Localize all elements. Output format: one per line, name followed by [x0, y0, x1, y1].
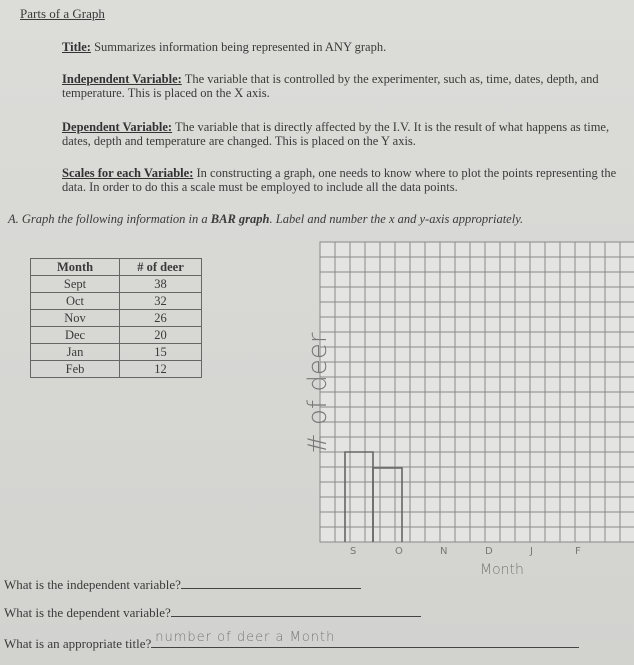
handwritten-x-tick: D [485, 546, 493, 557]
table-cell: 26 [119, 309, 202, 327]
definition-text: Summarizes information being represented… [94, 40, 387, 54]
question-text: What is the dependent variable? [4, 605, 171, 620]
question: What is an appropriate title? number of d… [4, 630, 580, 652]
handwritten-x-tick: J [529, 546, 533, 557]
handwritten-x-label: Month [480, 562, 524, 578]
question-text: What is an appropriate title? [4, 636, 152, 651]
definition-text: In constructing a graph, one needs to kn… [62, 166, 617, 194]
page-title: Parts of a Graph [20, 6, 105, 21]
question-text: What is the independent variable? [4, 577, 181, 592]
instruction-emphasis: BAR graph [210, 212, 270, 226]
question: What is the independent variable? [4, 577, 361, 593]
question: What is the dependent variable? [4, 605, 421, 621]
answer-line [180, 588, 361, 589]
definition: Independent Variable: The variable that … [62, 72, 622, 100]
term: Title: [62, 40, 91, 54]
handwritten-x-tick: S [350, 546, 356, 557]
instruction-text: A. Graph the following information in a [8, 212, 211, 226]
table-cell: Jan [30, 343, 120, 361]
table-cell: 15 [119, 343, 202, 361]
term: Dependent Variable: [62, 120, 173, 134]
answer-line [170, 616, 421, 617]
definition: Title: Summarizes information being repr… [62, 40, 622, 54]
table-row: Dec 20 [30, 326, 202, 344]
table-row: Nov 26 [30, 309, 202, 327]
term: Scales for each Variable: [62, 166, 194, 180]
handwritten-y-label: # of deer [303, 332, 333, 455]
handwritten-x-tick: F [575, 546, 581, 557]
header-cell: Month [30, 258, 120, 276]
table-row: Sept 38 [30, 275, 202, 293]
table-cell: Feb [30, 360, 120, 378]
table-header: Month # of deer [30, 258, 202, 276]
term: Independent Variable: [62, 72, 182, 86]
table-cell: Sept [30, 275, 120, 293]
handwritten-x-tick: O [395, 546, 403, 557]
definition-text: The variable that is directly affected b… [62, 120, 610, 148]
table-cell: Nov [30, 309, 120, 327]
handwritten-x-tick: N [440, 546, 447, 557]
definition: Scales for each Variable: In constructin… [62, 166, 622, 194]
table-row: Oct 32 [30, 292, 202, 310]
table-cell: Oct [30, 292, 120, 310]
handwritten-bar [372, 467, 403, 542]
table-row: Jan 15 [30, 343, 202, 361]
definition-text: The variable that is controlled by the e… [62, 72, 599, 100]
definition: Dependent Variable: The variable that is… [62, 120, 622, 148]
instruction: A. Graph the following information in a … [8, 212, 523, 227]
table-cell: Dec [30, 326, 120, 344]
header-cell: # of deer [119, 258, 202, 276]
table-row: Feb 12 [30, 360, 202, 378]
instruction-text: . Label and number the x and y-axis appr… [269, 212, 524, 226]
table-cell: 32 [119, 292, 202, 310]
handwritten-answer: number of deer a Month [155, 630, 336, 645]
data-table: Month # of deer Sept 38 Oct 32 Nov 26 Dec 20 Jan 1… [30, 258, 202, 378]
table-cell: 38 [119, 275, 202, 293]
table-cell: 12 [119, 360, 202, 378]
table-cell: 20 [119, 326, 202, 344]
answer-line: number of deer a Month [151, 630, 580, 648]
table-body: Month # of deer Sept 38 Oct 32 Nov 26 Dec 20 Jan 1… [30, 258, 202, 378]
